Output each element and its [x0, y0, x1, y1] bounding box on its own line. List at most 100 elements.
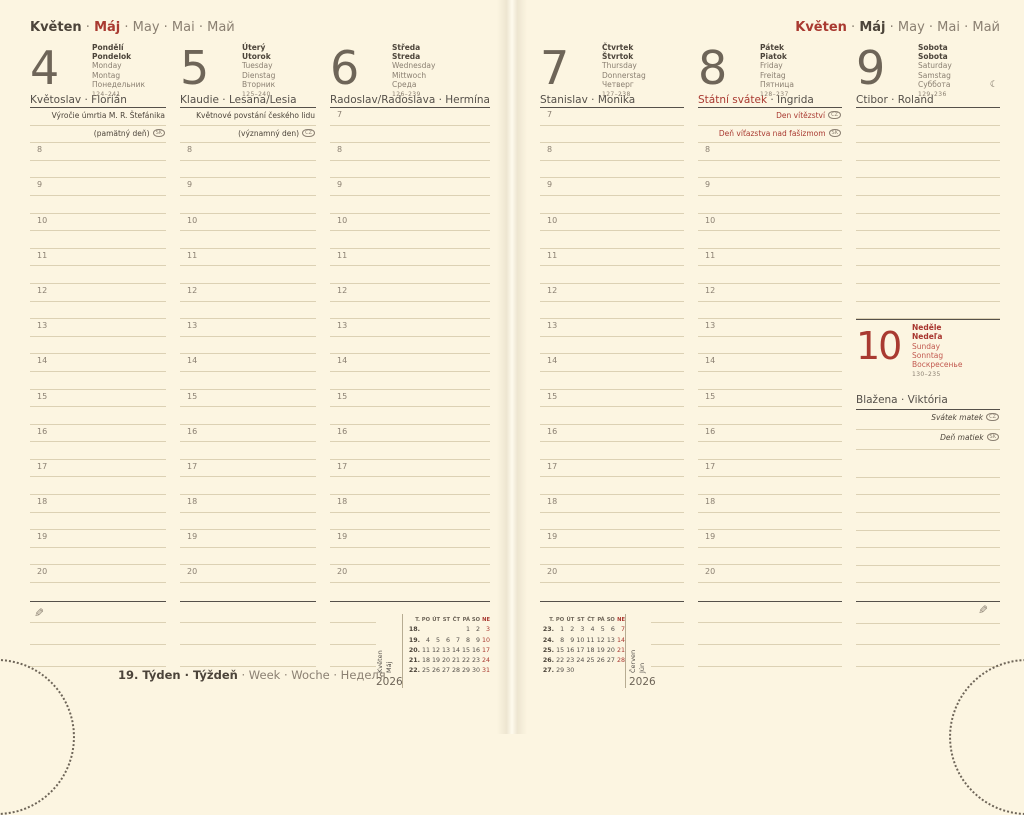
hour-row[interactable]: 8 [698, 143, 842, 161]
hour-row[interactable]: 13 [30, 319, 167, 337]
hour-row-blank[interactable] [330, 442, 490, 460]
hour-row[interactable]: 16 [698, 425, 842, 443]
hour-row-blank[interactable] [180, 302, 317, 320]
hour-row-blank[interactable] [330, 196, 490, 214]
notes-line[interactable] [180, 602, 317, 624]
holiday-note-row[interactable]: (významný den) CZ [180, 126, 317, 144]
hour-row-blank[interactable] [180, 337, 317, 355]
hour-row[interactable]: 13 [698, 319, 842, 337]
ruled-line[interactable] [856, 548, 1000, 566]
hour-row-blank[interactable] [180, 372, 317, 390]
notes-line[interactable] [856, 624, 1000, 646]
hour-row-blank[interactable] [180, 231, 317, 249]
hour-row-blank[interactable] [330, 337, 490, 355]
hour-row[interactable]: 14 [30, 354, 167, 372]
hour-row[interactable]: 19 [698, 530, 842, 548]
hour-row[interactable]: 10 [330, 214, 490, 232]
hour-row[interactable]: 14 [180, 354, 317, 372]
ruled-line[interactable] [856, 178, 1000, 196]
hour-row-blank[interactable] [698, 231, 842, 249]
hour-row[interactable]: 17 [330, 460, 490, 478]
hour-row[interactable]: 20 [330, 565, 490, 584]
hour-row-blank[interactable] [30, 548, 167, 566]
hour-row-blank[interactable] [540, 583, 684, 601]
hour-row[interactable]: 9 [30, 178, 167, 196]
ruled-line[interactable] [856, 249, 1000, 267]
hour-row-blank[interactable] [698, 266, 842, 284]
hour-row[interactable]: 10 [30, 214, 167, 232]
hour-row-blank[interactable] [30, 513, 167, 531]
hour-row[interactable]: 8 [30, 143, 167, 161]
hour-row-blank[interactable] [698, 302, 842, 320]
hour-row-blank[interactable] [330, 407, 490, 425]
hour-row-blank[interactable] [180, 407, 317, 425]
hour-row[interactable]: 14 [540, 354, 684, 372]
hour-row-blank[interactable] [330, 477, 490, 496]
notes-line[interactable] [30, 602, 167, 624]
hour-row-blank[interactable] [540, 126, 684, 144]
hour-row[interactable]: 7 [330, 108, 490, 126]
hour-row[interactable]: 14 [330, 354, 490, 372]
hour-row-blank[interactable] [180, 477, 317, 496]
hour-row[interactable]: 20 [540, 565, 684, 584]
hour-row[interactable]: 16 [540, 425, 684, 443]
hour-row[interactable]: 18 [540, 495, 684, 513]
hour-row[interactable]: 10 [180, 214, 317, 232]
hour-row[interactable]: 18 [30, 495, 167, 513]
ruled-line[interactable] [856, 566, 1000, 584]
hour-row-blank[interactable] [180, 196, 317, 214]
ruled-line[interactable] [856, 513, 1000, 531]
hour-row[interactable]: 19 [540, 530, 684, 548]
hour-row[interactable]: 10 [698, 214, 842, 232]
hour-row-blank[interactable] [698, 372, 842, 390]
notes-line[interactable] [698, 602, 842, 624]
hour-row[interactable]: 8 [330, 143, 490, 161]
mini-calendar-week-row[interactable]: 19. 4 5 6 7 8 9 10 [406, 636, 490, 646]
mini-calendar-week-row[interactable]: 23. 1 2 3 4 5 6 7 [540, 625, 625, 635]
hour-row-blank[interactable] [540, 337, 684, 355]
ruled-line[interactable] [856, 231, 1000, 249]
hour-row-blank[interactable] [30, 477, 167, 496]
hour-row-blank[interactable] [30, 196, 167, 214]
hour-row-blank[interactable] [180, 442, 317, 460]
hour-row[interactable]: 20 [180, 565, 317, 584]
notes-line[interactable] [698, 645, 842, 668]
ruled-line[interactable] [856, 460, 1000, 478]
hour-row[interactable]: 12 [330, 284, 490, 302]
hour-row-blank[interactable] [330, 266, 490, 284]
mini-calendar-week-row[interactable]: 22. 25 26 27 28 29 30 31 [406, 666, 490, 676]
hour-row[interactable]: 12 [698, 284, 842, 302]
hour-row-blank[interactable] [30, 583, 166, 601]
hour-row-blank[interactable] [540, 513, 684, 531]
hour-row-blank[interactable] [330, 161, 490, 179]
mini-calendar-week-row[interactable]: 20. 11 12 13 14 15 16 17 [406, 646, 490, 656]
notes-line[interactable] [856, 602, 1000, 624]
ruled-line[interactable] [856, 284, 1000, 302]
hour-row-blank[interactable] [698, 196, 842, 214]
hour-row-blank[interactable] [540, 266, 684, 284]
hour-row-blank[interactable] [330, 583, 490, 601]
hour-row-blank[interactable] [698, 442, 842, 460]
hour-row-blank[interactable] [540, 302, 684, 320]
ruled-line[interactable] [856, 531, 1000, 549]
hour-row-blank[interactable] [180, 266, 317, 284]
hour-row[interactable]: 9 [330, 178, 490, 196]
hour-row-blank[interactable] [30, 302, 167, 320]
hour-row-blank[interactable] [30, 161, 167, 179]
hour-row[interactable]: 15 [540, 390, 684, 408]
hour-row[interactable]: 18 [698, 495, 842, 513]
hour-row-blank[interactable] [540, 407, 684, 425]
ruled-line[interactable] [856, 302, 1000, 320]
notes-line[interactable] [30, 623, 167, 646]
holiday-note-row[interactable]: Výročie úmrtia M. R. Štefánika [30, 108, 167, 126]
hour-row[interactable]: 17 [698, 460, 842, 478]
hour-row[interactable]: 15 [330, 390, 490, 408]
notes-line[interactable] [30, 645, 167, 668]
ruled-line[interactable] [856, 495, 1000, 513]
hour-row[interactable]: 12 [540, 284, 684, 302]
mini-calendar-week-row[interactable]: 21. 18 19 20 21 22 23 24 [406, 656, 490, 666]
hour-row[interactable]: 12 [180, 284, 317, 302]
hour-row-blank[interactable] [698, 337, 842, 355]
ruled-line[interactable] [856, 266, 1000, 284]
hour-row[interactable]: 19 [330, 530, 490, 548]
